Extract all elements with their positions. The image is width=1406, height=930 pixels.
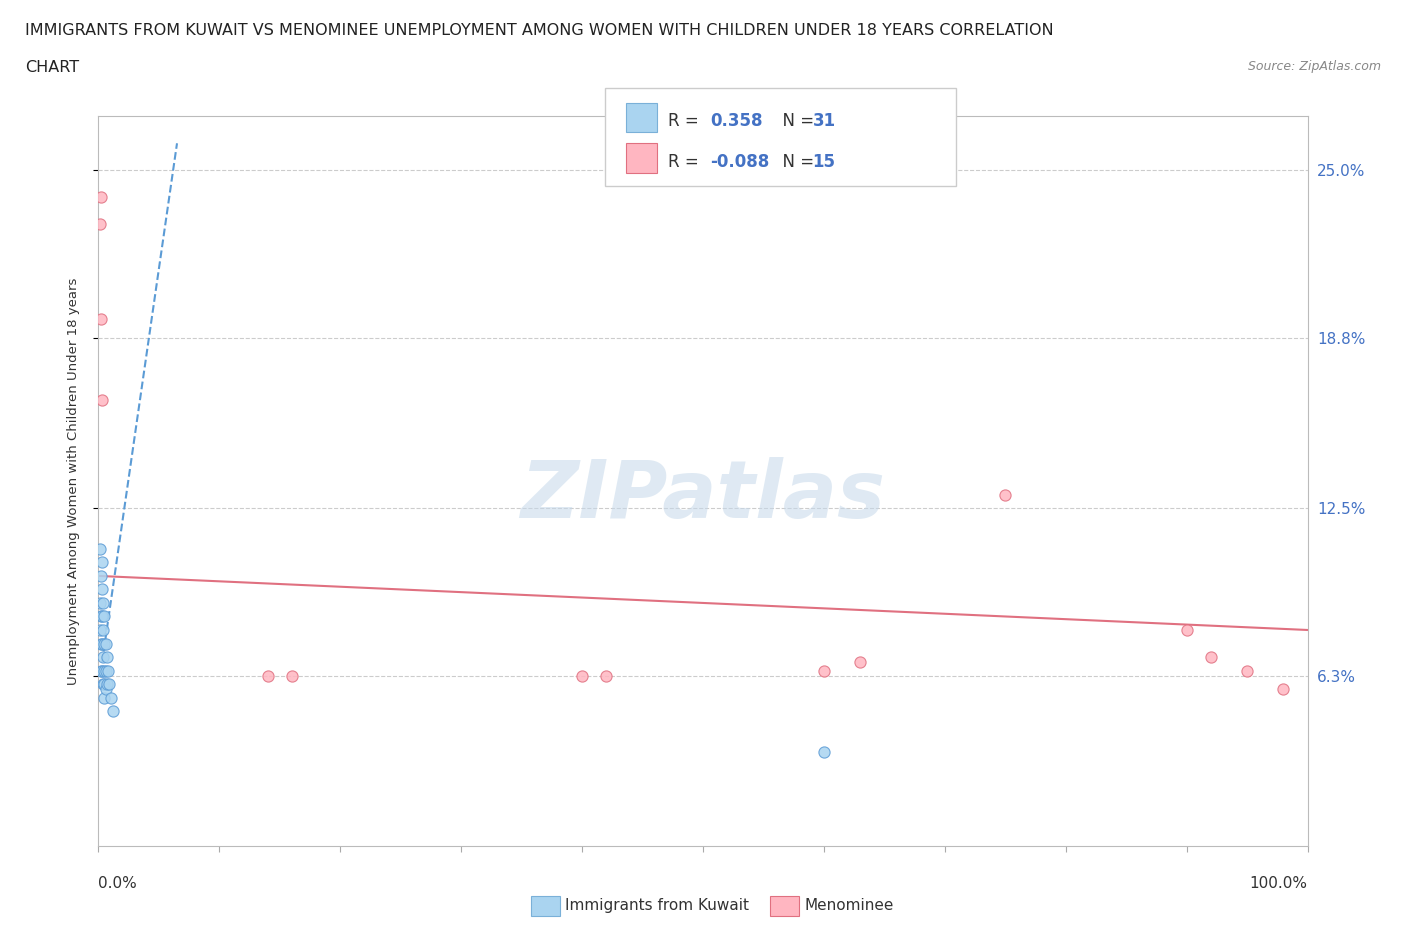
Point <box>256 669 278 684</box>
Text: R =: R = <box>668 113 704 130</box>
Point <box>90 568 112 583</box>
Point <box>96 677 118 692</box>
Point <box>90 609 112 624</box>
Text: Source: ZipAtlas.com: Source: ZipAtlas.com <box>1247 60 1381 73</box>
Point <box>97 663 120 678</box>
Point <box>90 663 112 678</box>
Point <box>100 690 122 705</box>
Text: Menominee: Menominee <box>804 898 894 913</box>
Y-axis label: Unemployment Among Women with Children Under 18 years: Unemployment Among Women with Children U… <box>67 277 80 685</box>
Point <box>96 649 118 664</box>
Text: Immigrants from Kuwait: Immigrants from Kuwait <box>565 898 749 913</box>
Point <box>813 663 835 678</box>
Point <box>994 487 1017 502</box>
Text: 0.358: 0.358 <box>710 113 762 130</box>
Point <box>91 392 114 407</box>
Point <box>849 655 872 670</box>
Point <box>91 595 114 610</box>
Text: 31: 31 <box>813 113 835 130</box>
Point <box>98 677 121 692</box>
Point <box>89 622 111 637</box>
Text: CHART: CHART <box>25 60 79 75</box>
Point <box>91 636 114 651</box>
Point <box>90 312 112 326</box>
Point <box>94 663 117 678</box>
Point <box>91 582 114 597</box>
Text: 15: 15 <box>813 153 835 171</box>
Text: N =: N = <box>772 153 820 171</box>
Text: ZIPatlas: ZIPatlas <box>520 457 886 535</box>
Point <box>1199 649 1222 664</box>
Text: 100.0%: 100.0% <box>1250 875 1308 891</box>
Point <box>595 669 617 684</box>
Point <box>813 744 835 759</box>
Point <box>91 622 114 637</box>
Point <box>89 595 111 610</box>
Point <box>91 663 114 678</box>
Text: IMMIGRANTS FROM KUWAIT VS MENOMINEE UNEMPLOYMENT AMONG WOMEN WITH CHILDREN UNDER: IMMIGRANTS FROM KUWAIT VS MENOMINEE UNEM… <box>25 23 1054 38</box>
Point <box>90 190 112 205</box>
Point <box>1175 622 1198 637</box>
Text: N =: N = <box>772 113 820 130</box>
Point <box>90 636 112 651</box>
Point <box>93 636 115 651</box>
Point <box>93 690 115 705</box>
Point <box>89 217 111 232</box>
Text: R =: R = <box>668 153 704 171</box>
Point <box>94 682 117 697</box>
Text: -0.088: -0.088 <box>710 153 769 171</box>
Point <box>93 663 115 678</box>
Point <box>571 669 593 684</box>
Point <box>1236 663 1258 678</box>
Point <box>91 649 114 664</box>
Point <box>91 609 114 624</box>
Point <box>101 704 124 719</box>
Point <box>93 609 115 624</box>
Text: 0.0%: 0.0% <box>98 875 138 891</box>
Point <box>93 677 115 692</box>
Point <box>1272 682 1295 697</box>
Point <box>91 677 114 692</box>
Point <box>94 636 117 651</box>
Point <box>89 541 111 556</box>
Point <box>281 669 304 684</box>
Point <box>91 555 114 570</box>
